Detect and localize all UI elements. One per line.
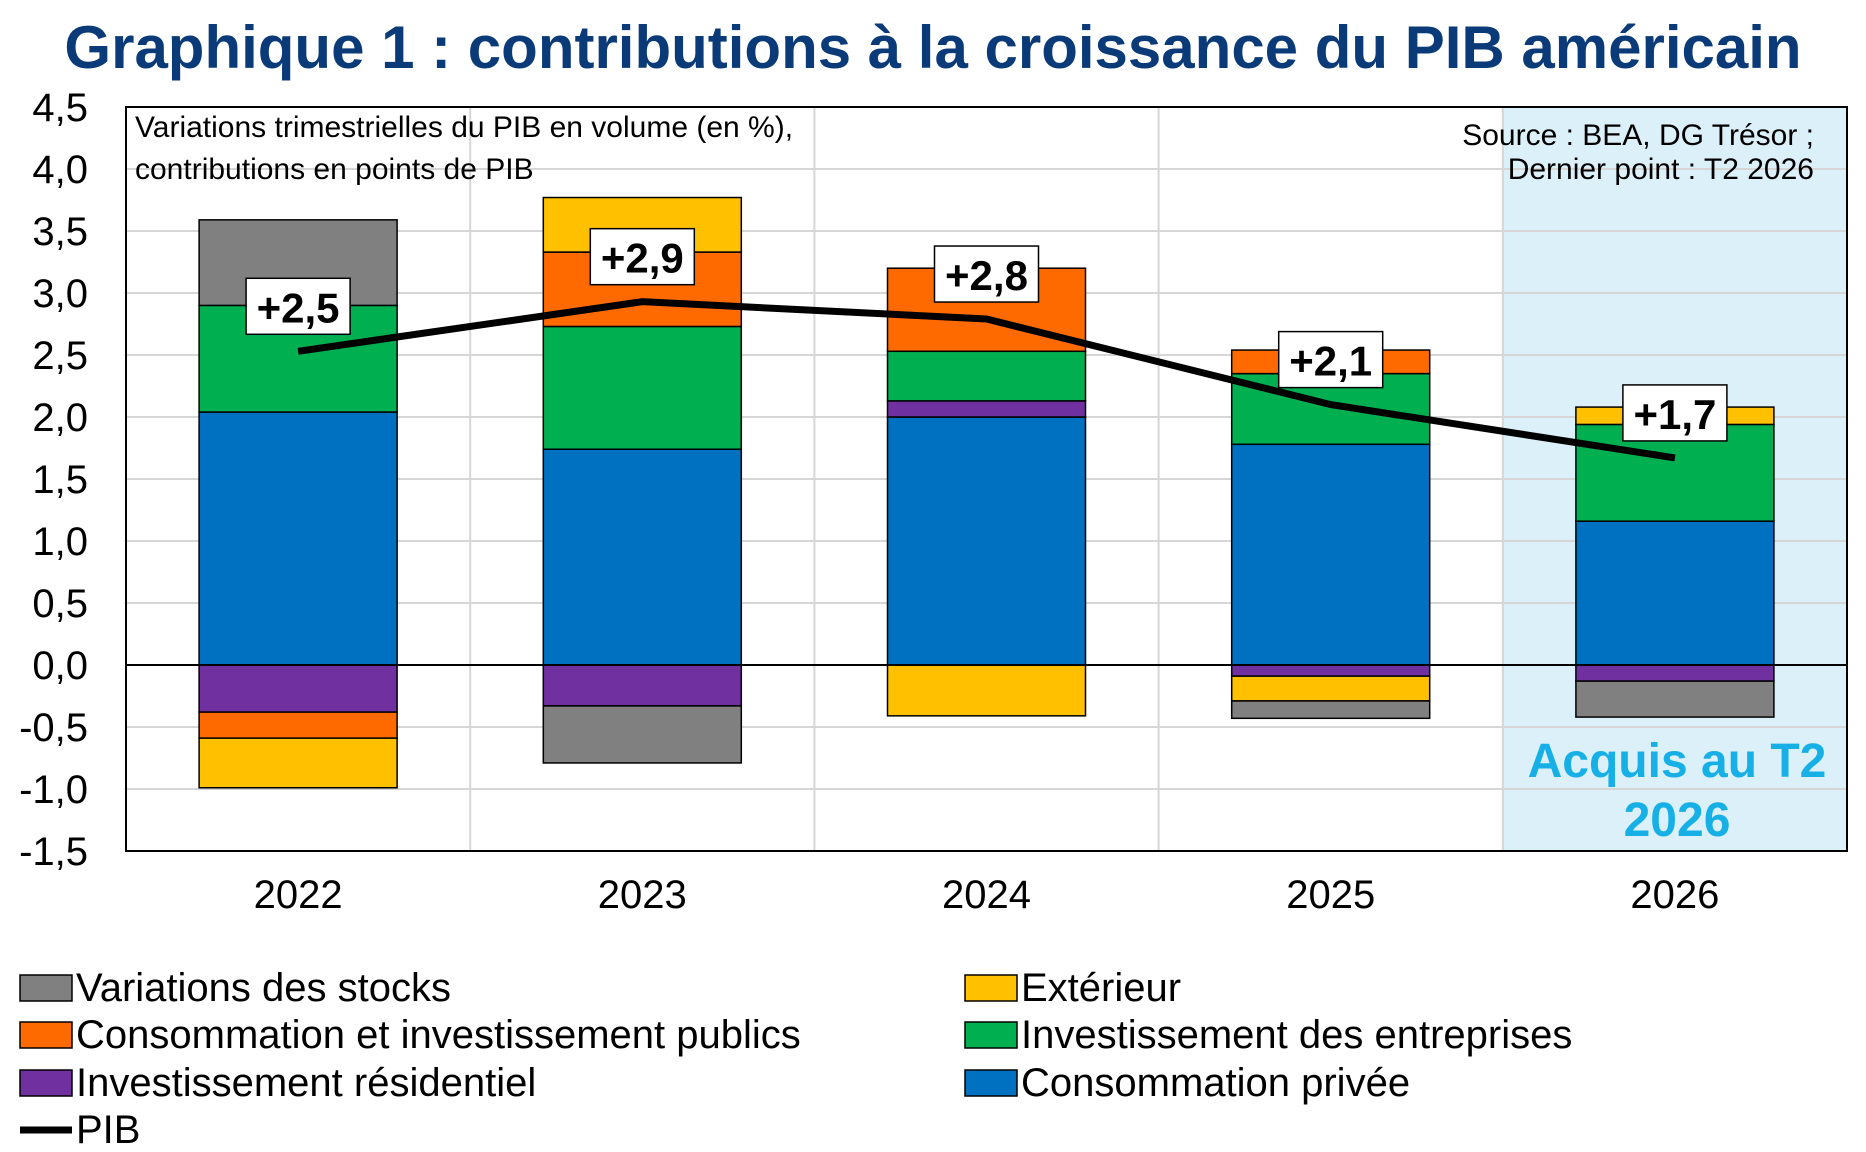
legend-item-pib: PIB [20,1108,140,1152]
x-tick-label-2024: 2024 [942,873,1031,917]
bar-2025-exterieur [1230,675,1431,702]
pib-label-box [933,245,1040,303]
y-tick-label: 0,5 [32,582,88,626]
bar-2024-consommation-privee [886,416,1087,666]
y-tick-label: -1,0 [19,768,88,812]
legend-item-investissement-des-entreprises: Investissement des entreprises [964,1013,1572,1057]
note-left-line-1: Variations trimestrielles du PIB en volu… [135,111,793,144]
y-tick-label: 1,5 [32,458,88,502]
pib-label-text: +1,7 [1633,391,1716,438]
bar-2023-investissement-residentiel [542,664,743,707]
bar-2026-investissement-residentiel [1575,664,1775,682]
bar-2024-investissement-des-entreprises [886,350,1087,402]
bar-2024-exterieur [886,664,1087,717]
bar-2025-investissement-residentiel [1230,664,1431,677]
pib-label-2023: +2,9 [589,227,696,286]
legend-item-investissement-residentiel: Investissement résidentiel [19,1061,536,1105]
pib-label-box [1622,384,1728,442]
legend-swatch [19,1021,73,1049]
y-tick-label: 4,5 [32,86,88,130]
x-tick-label-2023: 2023 [598,873,687,917]
bar-2023-variations-des-stocks [542,705,743,764]
legend-label: PIB [76,1108,140,1152]
y-tick-label: 4,0 [32,148,88,192]
x-tick-label-2026: 2026 [1630,873,1719,917]
pib-label-text: +2,1 [1289,338,1372,385]
legend-item-exterieur: Extérieur [964,966,1181,1010]
bar-2024-investissement-residentiel [886,400,1087,418]
note-right-line-2: Dernier point : T2 2026 [1508,153,1814,186]
pib-line [297,298,1676,462]
y-tick-label: 2,0 [32,396,88,440]
y-tick-label: 2,5 [32,334,88,378]
pib-label-box [1277,330,1384,389]
legend-label: Investissement des entreprises [1021,1013,1572,1057]
bar-2023-consommation-privee [542,448,743,666]
legend-item-variations-des-stocks: Variations des stocks [19,966,451,1010]
x-tick-label-2022: 2022 [254,873,343,917]
pib-label-box [245,277,351,336]
pib-label-text: +2,9 [601,235,684,282]
pib-label-box [589,227,696,286]
plot-area: +2,5 +2,9 +2,8 +2,1 +1,7 [125,106,1848,852]
pib-label-2025: +2,1 [1277,330,1384,389]
bar-2022-consommation-privee [198,411,398,666]
bar-2022-consommation-et-investissement-publics [198,711,398,739]
note-right-line-1: Source : BEA, DG Trésor ; [1462,119,1814,152]
legend-swatch [19,1069,73,1097]
stacked-bars [198,196,1775,789]
plot-frame [125,106,1848,852]
x-axis: 2022 2023 2024 2025 2026 [254,873,1720,917]
pib-label-2026: +1,7 [1622,384,1728,442]
bar-2022-investissement-residentiel [198,664,398,713]
highlight-label-line-1: Acquis au T2 [1528,735,1827,788]
y-tick-label: -1,5 [19,830,88,874]
legend-label: Extérieur [1021,966,1181,1010]
x-tick-label-2025: 2025 [1286,873,1375,917]
legend-label: Consommation privée [1021,1061,1410,1105]
legend-swatch [964,1021,1018,1049]
note-left-line-2: contributions en points de PIB [135,153,534,186]
bar-2026-variations-des-stocks [1575,680,1775,718]
legend-swatch [964,1069,1018,1097]
chart-title: Graphique 1 : contributions à la croissa… [64,14,1801,81]
y-tick-label: 1,0 [32,520,88,564]
legend-label: Consommation et investissement publics [76,1013,801,1057]
legend-item-consommation-privee: Consommation privée [964,1061,1410,1105]
y-tick-label: 3,5 [32,210,88,254]
legend-swatch [19,974,73,1002]
pib-label-text: +2,8 [945,252,1028,299]
pib-label-2022: +2,5 [245,277,351,336]
pib-label-2024: +2,8 [933,245,1040,303]
bar-2025-consommation-privee [1230,443,1431,666]
bar-2023-investissement-des-entreprises [542,325,743,450]
pib-value-labels: +2,5 +2,9 +2,8 +2,1 +1,7 [245,227,1728,442]
pib-label-text: +2,5 [257,284,340,331]
legend-swatch [964,974,1018,1002]
y-tick-label: 3,0 [32,272,88,316]
highlight-label-line-2: 2026 [1624,794,1731,847]
y-axis: 4,5 4,0 3,5 3,0 2,5 2,0 1,5 1,0 0,5 0,0 -0,5 -1,0 -1… [19,86,88,874]
bar-2025-variations-des-stocks [1230,700,1431,720]
y-tick-label: -0,5 [19,706,88,750]
bar-2022-exterieur [198,737,398,789]
legend-label: Variations des stocks [76,966,451,1010]
legend-item-consommation-et-investissement-publics: Consommation et investissement publics [19,1013,801,1057]
y-tick-label: 0,0 [32,644,88,688]
legend-label: Investissement résidentiel [76,1061,536,1105]
bar-2026-consommation-privee [1575,520,1775,666]
